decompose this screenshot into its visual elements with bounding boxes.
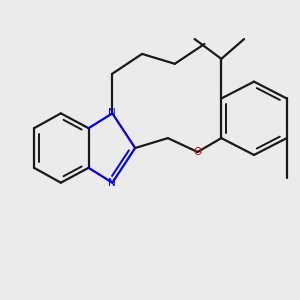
Text: N: N (109, 108, 116, 118)
Text: N: N (109, 178, 116, 188)
Text: O: O (194, 147, 202, 157)
